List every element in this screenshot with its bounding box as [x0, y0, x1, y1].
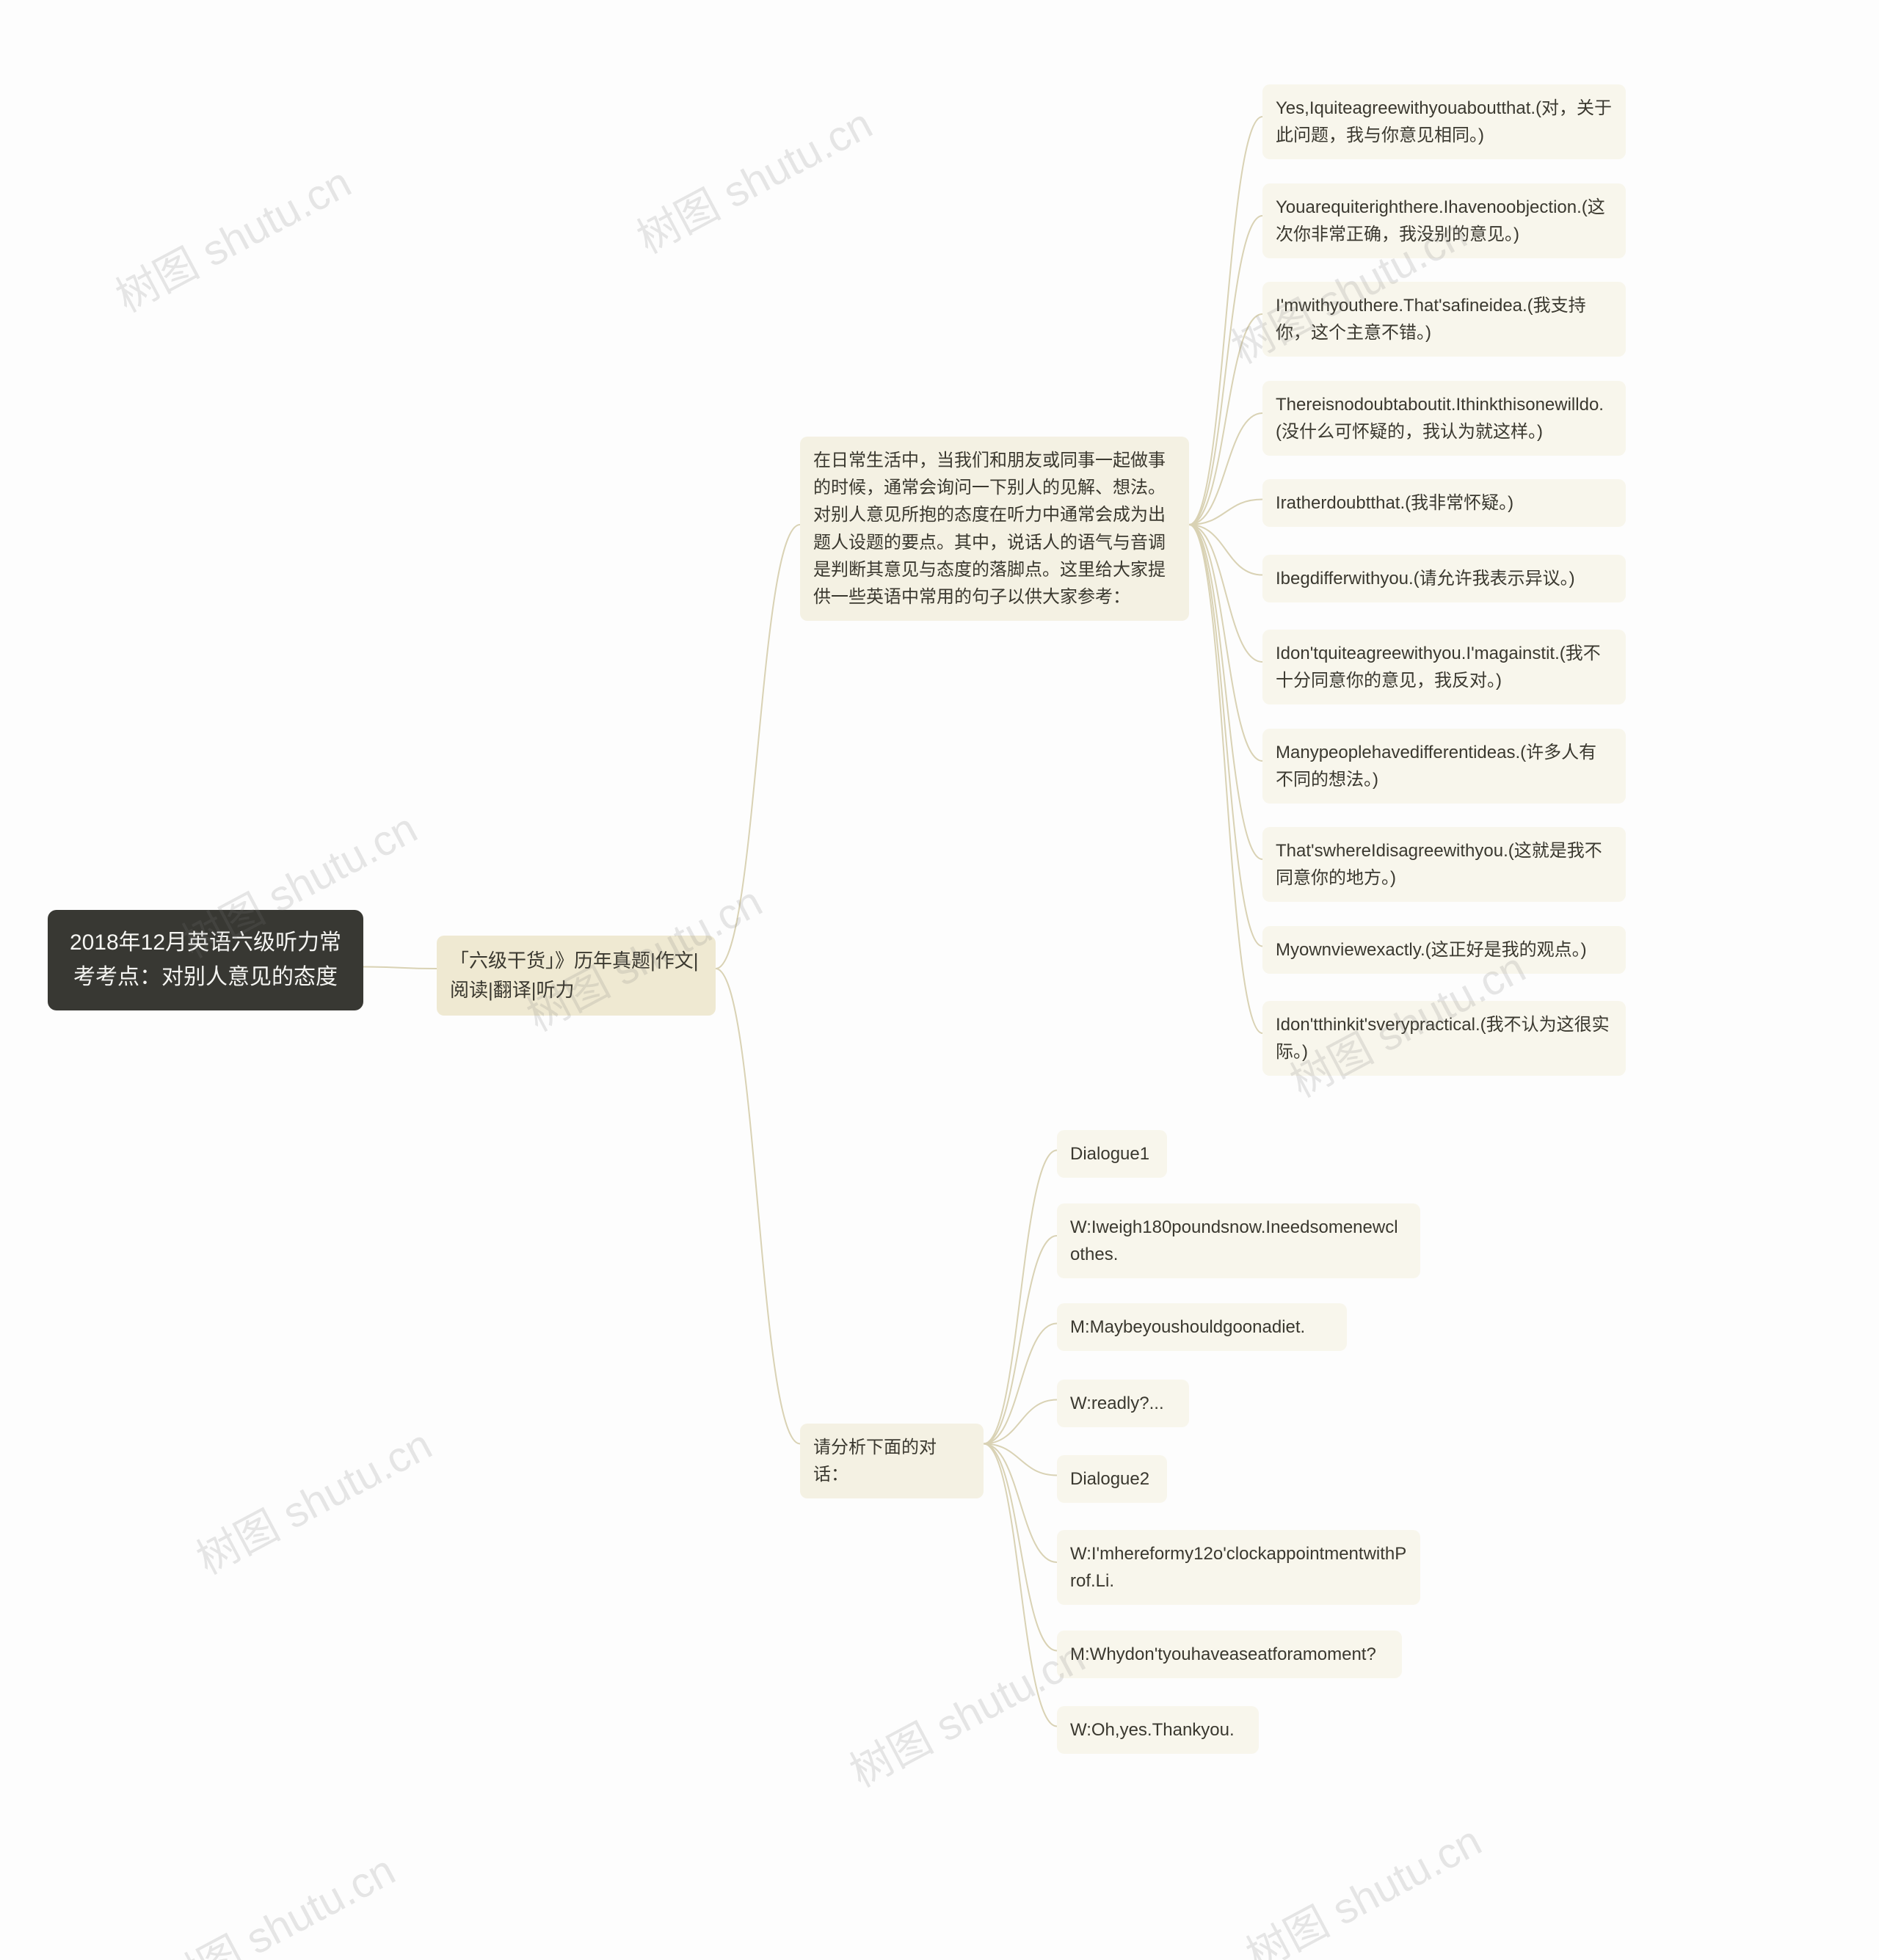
sentence-text: Idon'tthinkit'sverypractical.(我不认为这很实际。) — [1276, 1015, 1610, 1062]
level2-intro-text: 在日常生活中，当我们和朋友或同事一起做事的时候，通常会询问一下别人的见解、想法。… — [813, 451, 1166, 607]
sentence-node: Youarequiterighthere.Ihavenoobjection.(这… — [1262, 183, 1626, 258]
dialogue-text: W:Oh,yes.Thankyou. — [1070, 1720, 1235, 1740]
dialogue-node: W:I'mhereformy12o'clockappointmentwithPr… — [1057, 1530, 1420, 1605]
sentence-text: Ibegdifferwithyou.(请允许我表示异议。) — [1276, 569, 1575, 589]
sentence-node: That'swhereIdisagreewithyou.(这就是我不同意你的地方… — [1262, 827, 1626, 902]
dialogue-node: M:Whydon'tyouhaveaseatforamoment? — [1057, 1631, 1402, 1678]
sentence-node: Iratherdoubtthat.(我非常怀疑。) — [1262, 479, 1626, 527]
level2-dialogue-node: 请分析下面的对话： — [800, 1424, 984, 1498]
dialogue-text: M:Whydon'tyouhaveaseatforamoment? — [1070, 1644, 1376, 1664]
sentence-node: Ibegdifferwithyou.(请允许我表示异议。) — [1262, 555, 1626, 602]
mindmap-canvas: 2018年12月英语六级听力常考考点：对别人意见的态度 「六级干货」》历年真题|… — [0, 0, 1879, 1960]
dialogue-text: W:I'mhereformy12o'clockappointmentwithPr… — [1070, 1544, 1406, 1591]
sentence-text: Manypeoplehavedifferentideas.(许多人有不同的想法。… — [1276, 743, 1596, 790]
watermark: 树图 shutu.cn — [184, 1410, 441, 1586]
sentence-text: Yes,Iquiteagreewithyouaboutthat.(对，关于此问题… — [1276, 98, 1612, 145]
level2-dialogue-text: 请分析下面的对话： — [813, 1438, 937, 1484]
sentence-text: Thereisnodoubtaboutit.Ithinkthisonewilld… — [1276, 395, 1604, 442]
sentence-text: Youarequiterighthere.Ihavenoobjection.(这… — [1276, 197, 1605, 244]
sentence-text: Iratherdoubtthat.(我非常怀疑。) — [1276, 493, 1513, 513]
dialogue-node: Dialogue2 — [1057, 1455, 1167, 1503]
sentence-node: Idon'tquiteagreewithyou.I'magainstit.(我不… — [1262, 630, 1626, 704]
dialogue-node: W:readly?... — [1057, 1380, 1189, 1427]
watermark: 树图 shutu.cn — [837, 1623, 1094, 1799]
sentence-node: Idon'tthinkit'sverypractical.(我不认为这很实际。) — [1262, 1001, 1626, 1076]
watermark: 树图 shutu.cn — [1234, 1807, 1491, 1960]
sentence-text: Idon'tquiteagreewithyou.I'magainstit.(我不… — [1276, 644, 1601, 691]
dialogue-text: M:Maybeyoushouldgoonadiet. — [1070, 1317, 1305, 1337]
level1-node: 「六级干货」》历年真题|作文|阅读|翻译|听力 — [437, 936, 716, 1016]
dialogue-node: M:Maybeyoushouldgoonadiet. — [1057, 1303, 1347, 1351]
dialogue-node: Dialogue1 — [1057, 1130, 1167, 1178]
sentence-node: Thereisnodoubtaboutit.Ithinkthisonewilld… — [1262, 381, 1626, 456]
level1-label: 「六级干货」》历年真题|作文|阅读|翻译|听力 — [450, 950, 699, 1001]
sentence-text: I'mwithyouthere.That'safineidea.(我支持你，这个… — [1276, 296, 1586, 343]
sentence-node: Myownviewexactly.(这正好是我的观点。) — [1262, 926, 1626, 974]
sentence-node: I'mwithyouthere.That'safineidea.(我支持你，这个… — [1262, 282, 1626, 357]
sentence-text: Myownviewexactly.(这正好是我的观点。) — [1276, 940, 1587, 960]
dialogue-node: W:Oh,yes.Thankyou. — [1057, 1706, 1259, 1754]
watermark: 树图 shutu.cn — [625, 90, 882, 265]
root-label: 2018年12月英语六级听力常考考点：对别人意见的态度 — [70, 930, 341, 989]
dialogue-text: Dialogue2 — [1070, 1469, 1149, 1489]
watermark: 树图 shutu.cn — [103, 148, 360, 324]
dialogue-text: W:readly?... — [1070, 1394, 1164, 1413]
level2-intro-node: 在日常生活中，当我们和朋友或同事一起做事的时候，通常会询问一下别人的见解、想法。… — [800, 437, 1189, 621]
dialogue-text: Dialogue1 — [1070, 1144, 1149, 1164]
root-node: 2018年12月英语六级听力常考考点：对别人意见的态度 — [48, 910, 363, 1010]
dialogue-node: W:Iweigh180poundsnow.Ineedsomenewclothes… — [1057, 1203, 1420, 1278]
sentence-text: That'swhereIdisagreewithyou.(这就是我不同意你的地方… — [1276, 841, 1602, 888]
sentence-node: Manypeoplehavedifferentideas.(许多人有不同的想法。… — [1262, 729, 1626, 804]
watermark: 树图 shutu.cn — [148, 1836, 404, 1960]
sentence-node: Yes,Iquiteagreewithyouaboutthat.(对，关于此问题… — [1262, 84, 1626, 159]
dialogue-text: W:Iweigh180poundsnow.Ineedsomenewclothes… — [1070, 1217, 1398, 1264]
